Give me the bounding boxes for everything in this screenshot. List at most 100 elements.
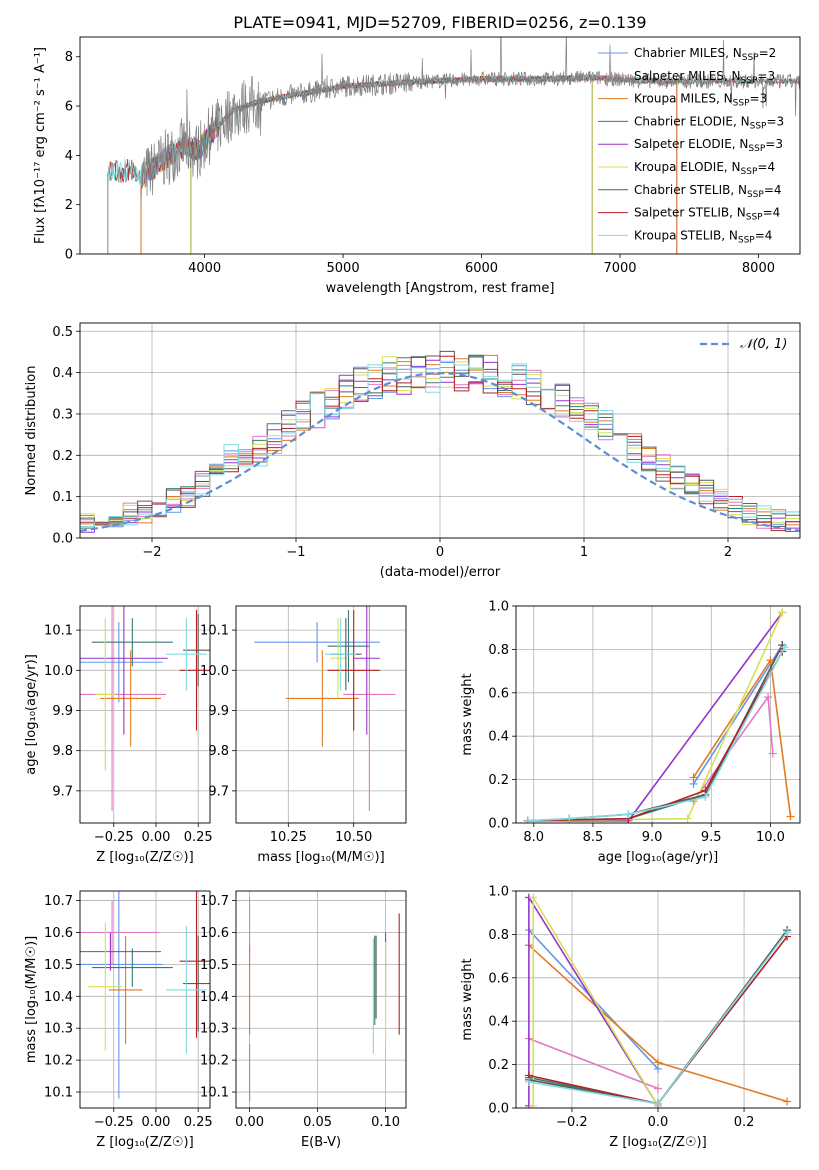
- residual-histogram-step: [80, 360, 800, 527]
- spectrum-xlabel: wavelength [Angstrom, rest frame]: [326, 281, 555, 296]
- spectrum-model-line: [140, 74, 678, 190]
- mass_age-ytick-label: 9.7: [208, 784, 229, 799]
- legend-entry-sub: SSP: [747, 190, 764, 200]
- mass_age-grid: [236, 606, 406, 823]
- spectrum-ylabel: Flux [fλ10⁻¹⁷ erg cm⁻² s⁻¹ A⁻¹]: [33, 47, 48, 244]
- residuals-ytick-label: 0.1: [52, 490, 73, 505]
- z_weight-ytick-label: 1.0: [488, 885, 509, 900]
- legend-entry-sub: SSP: [748, 144, 765, 154]
- age_weight-ylabel: mass weight: [460, 673, 475, 755]
- legend-entry-suffix: =3: [766, 114, 784, 128]
- z_weight-marker: [783, 1097, 792, 1106]
- ebv_mass-ytick-label: 10.4: [200, 990, 229, 1005]
- legend-entry-label: Kroupa ELODIE, NSSP=4: [634, 160, 775, 177]
- z_mass-xtick-label: −0.25: [94, 1115, 134, 1130]
- residuals-xlabel: (data-model)/error: [380, 565, 501, 580]
- ebv_mass-panel: 0.00 0.05 0.10 10.1 10.2 10.3 10.4 10.5 10.6 10.7…: [200, 890, 407, 1150]
- legend-entry-sub: SSP: [741, 76, 758, 86]
- z_mass-ytick-label: 10.7: [44, 894, 73, 909]
- residuals-xtick-label: −1: [286, 545, 305, 560]
- z_weight-marker: [654, 1099, 662, 1108]
- legend-entry-sub: SSP: [746, 213, 763, 223]
- z_weight-marker: [529, 893, 538, 902]
- legend-entry-suffix: =3: [750, 92, 768, 106]
- residuals-ytick-label: 0.5: [52, 325, 73, 340]
- z_mass-axes: −0.25 0.00 0.25 10.1 10.2 10.3 10.4 10.5 10.6 10.…: [24, 890, 213, 1150]
- age_weight-axes: 8.0 8.5 9.0 9.5 10.0 0.0 0.2 0.4 0.6 0.8 1.0 age [l…: [460, 600, 801, 865]
- z_age-ytick-label: 9.7: [52, 784, 73, 799]
- z_weight-xlabel: Z [log₁₀(Z/Z☉)]: [609, 1135, 706, 1150]
- legend-entry-label: Kroupa MILES, NSSP=3: [634, 92, 767, 109]
- z_mass-frame: [79, 890, 211, 1109]
- residual-histogram-step: [80, 356, 800, 535]
- age_weight-panel: 8.0 8.5 9.0 9.5 10.0 0.0 0.2 0.4 0.6 0.8 1.0 age [l…: [460, 600, 801, 865]
- residuals-xtick-label: 0: [436, 545, 444, 560]
- legend-entry-label: Chabrier ELODIE, NSSP=3: [634, 114, 784, 131]
- legend-entry-sub: SSP: [738, 235, 755, 245]
- spectrum-xtick-label: 8000: [742, 261, 775, 276]
- z_mass-ylabel: mass [log₁₀(M/M☉)]: [24, 936, 39, 1063]
- legend-entry-label: Salpeter ELODIE, NSSP=3: [634, 137, 783, 154]
- z_mass-ytick-label: 10.2: [44, 1054, 73, 1069]
- ebv_mass-ytick-label: 10.6: [200, 926, 229, 941]
- ebv_mass-ytick-label: 10.5: [200, 958, 229, 973]
- ebv_mass-xtick-label: 0.05: [303, 1115, 332, 1130]
- age_weight-marker: [523, 816, 532, 823]
- age_weight-xlabel: age [log₁₀(age/yr)]: [598, 850, 719, 865]
- spectrum-model-line: [140, 73, 678, 190]
- z_weight-ytick-label: 0.4: [488, 1015, 509, 1030]
- z_age-ytick-label: 9.9: [52, 704, 73, 719]
- ebv_mass-xtick-label: 0.10: [371, 1115, 400, 1130]
- ebv_mass-axes: 0.00 0.05 0.10 10.1 10.2 10.3 10.4 10.5 10.6 10.7…: [200, 890, 407, 1150]
- legend-entry-sub: SSP: [750, 121, 767, 131]
- legend-entry-label: 𝒩(0, 1): [740, 337, 787, 352]
- ebv_mass-ytick-label: 10.2: [200, 1054, 229, 1069]
- age_weight-ytick-label: 0.2: [488, 773, 509, 788]
- residuals-plot-area: [80, 350, 800, 536]
- age_weight-series-line: [527, 646, 786, 822]
- residuals-ytick-label: 0.4: [52, 366, 73, 381]
- z_weight-marker: [654, 1058, 662, 1067]
- legend-entry-suffix: =4: [763, 206, 781, 220]
- legend-entry-label: Salpeter STELIB, NSSP=4: [634, 206, 780, 223]
- residuals-ytick-label: 0.3: [52, 407, 73, 422]
- z_weight-ytick-label: 0.6: [488, 971, 509, 986]
- spectrum-ytick-label: 0: [65, 248, 73, 263]
- spectrum-data-line: [140, 37, 800, 207]
- ebv_mass-plot-area: [249, 897, 400, 1102]
- age_weight-ytick-label: 0.0: [488, 817, 509, 832]
- residuals-xtick-label: 1: [580, 545, 588, 560]
- age_weight-frame: [515, 605, 801, 824]
- z_mass-plot-area: [80, 891, 210, 1099]
- age_weight-xtick-label: 9.0: [642, 830, 663, 845]
- age_weight-xtick-label: 10.0: [756, 830, 785, 845]
- spectrum-model-line: [140, 74, 678, 190]
- z_mass-ytick-label: 10.4: [44, 990, 73, 1005]
- residuals-frame: [79, 322, 801, 539]
- legend-entry-label: Salpeter MILES, NSSP=3: [634, 69, 775, 86]
- mass_age-plot-area: [254, 606, 396, 811]
- age_weight-marker: [701, 792, 710, 801]
- spectrum-legend: Chabrier MILES, NSSP=2 Salpeter MILES, NS…: [598, 46, 784, 245]
- age_weight-marker: [565, 814, 574, 823]
- age_weight-marker: [786, 812, 795, 821]
- z_mass-ytick-label: 10.6: [44, 926, 73, 941]
- spectrum-axes: 4000 5000 6000 7000 8000 0 2 4 6 8 wavelength [Ang…: [65, 36, 801, 296]
- z_weight-plot-area: [524, 893, 792, 1108]
- age_weight-series-line: [527, 651, 783, 822]
- residual-histogram-step: [80, 355, 800, 532]
- z_age-xtick-label: 0.25: [184, 830, 213, 845]
- normal-curve: [80, 371, 800, 532]
- z_age-xtick-label: −0.25: [94, 830, 134, 845]
- legend-entry-suffix: =4: [764, 183, 782, 197]
- age_weight-series-line: [692, 694, 774, 802]
- z_age-ytick-label: 10.1: [44, 624, 73, 639]
- legend-entry-suffix: =2: [759, 46, 777, 60]
- residual-histogram-step: [80, 356, 800, 536]
- age_weight-marker: [778, 608, 787, 617]
- age_weight-ytick-label: 0.6: [488, 686, 509, 701]
- z_weight-series-line: [532, 894, 659, 1107]
- z_weight-marker: [524, 1077, 533, 1086]
- spectrum-xtick-label: 5000: [327, 261, 360, 276]
